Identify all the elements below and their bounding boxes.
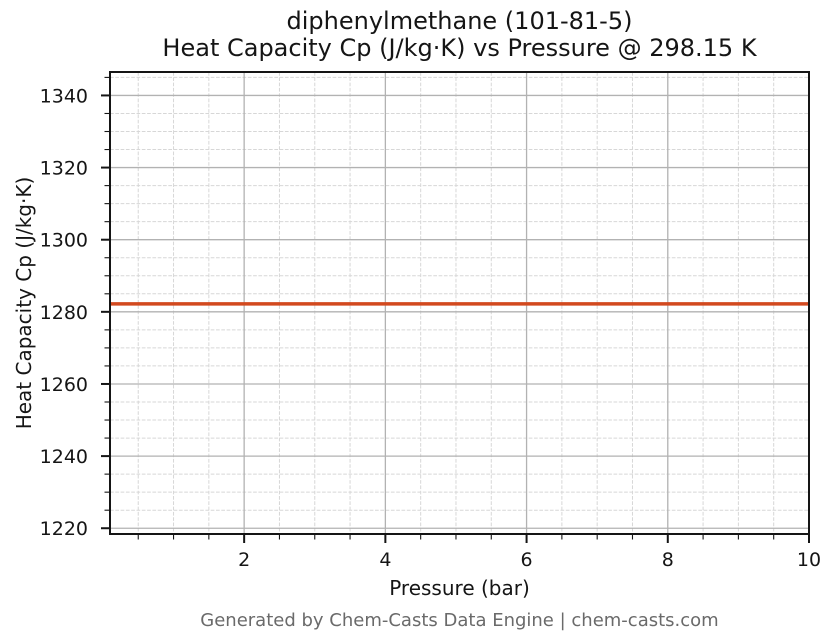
y-tick-label: 1260 (40, 374, 88, 396)
x-tick-label: 8 (662, 549, 674, 571)
y-tick-label: 1300 (40, 230, 88, 252)
y-tick-label: 1240 (40, 446, 88, 468)
y-tick-label: 1340 (40, 85, 88, 107)
x-axis-label: Pressure (bar) (389, 576, 530, 600)
x-tick-label: 10 (797, 549, 821, 571)
plot-border (109, 71, 810, 535)
chart-title-line2: Heat Capacity Cp (J/kg·K) vs Pressure @ … (162, 34, 757, 62)
footer-attribution: Generated by Chem-Casts Data Engine | ch… (200, 610, 719, 631)
y-axis-label: Heat Capacity Cp (J/kg·K) (12, 176, 36, 430)
x-tick-label: 2 (238, 549, 250, 571)
y-tick-label: 1220 (40, 518, 88, 540)
chart-title-line1: diphenylmethane (101-81-5) (286, 7, 633, 35)
y-tick-label: 1280 (40, 302, 88, 324)
x-tick-label: 4 (379, 549, 391, 571)
x-tick-label: 6 (521, 549, 533, 571)
y-tick-label: 1320 (40, 158, 88, 180)
chart-title: diphenylmethane (101-81-5) Heat Capacity… (110, 8, 809, 62)
